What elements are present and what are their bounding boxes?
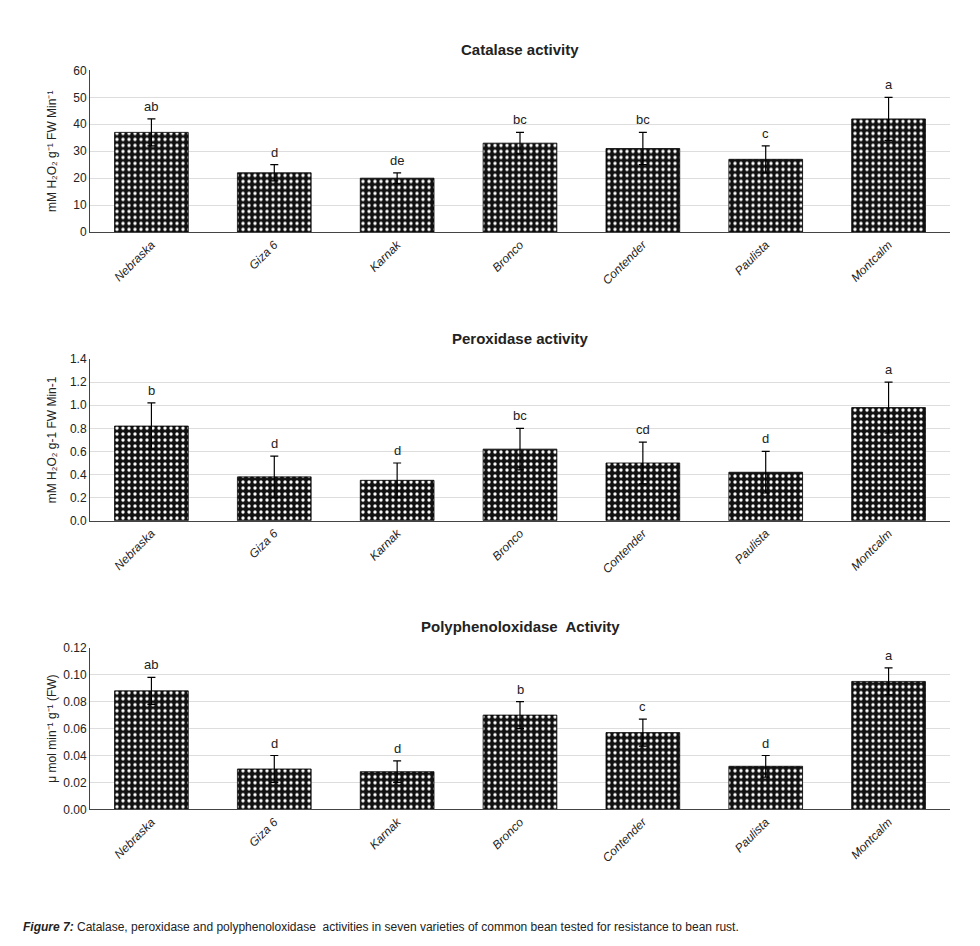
svg-text:Nebraska: Nebraska <box>112 526 158 572</box>
svg-text:a: a <box>885 362 893 377</box>
svg-text:de: de <box>390 153 404 168</box>
svg-text:1.0: 1.0 <box>70 398 87 412</box>
svg-text:30: 30 <box>73 144 87 158</box>
svg-text:40: 40 <box>73 117 87 131</box>
svg-text:Contender: Contender <box>600 237 650 287</box>
svg-text:50: 50 <box>73 91 87 105</box>
svg-text:Figure 7: Catalase, peroxidase: Figure 7: Catalase, peroxidase and polyp… <box>23 920 739 934</box>
svg-text:mM H₂O₂ g⁻¹ FW Min⁻¹: mM H₂O₂ g⁻¹ FW Min⁻¹ <box>45 91 59 212</box>
svg-text:d: d <box>271 436 278 451</box>
svg-text:Contender: Contender <box>600 526 650 576</box>
svg-text:bc: bc <box>636 112 650 127</box>
svg-text:Giza 6: Giza 6 <box>246 526 281 561</box>
svg-text:Peroxidase activity: Peroxidase activity <box>452 330 589 347</box>
svg-text:c: c <box>639 699 646 714</box>
svg-text:bc: bc <box>513 408 527 423</box>
svg-text:d: d <box>762 736 769 751</box>
svg-text:Paulista: Paulista <box>732 238 772 278</box>
svg-text:μ mol min⁻¹ g⁻¹ (FW): μ mol min⁻¹ g⁻¹ (FW) <box>45 674 59 782</box>
svg-text:Karnak: Karnak <box>367 526 404 563</box>
svg-text:ab: ab <box>144 657 158 672</box>
svg-text:1.4: 1.4 <box>70 352 87 366</box>
svg-text:Paulista: Paulista <box>732 526 772 566</box>
svg-text:0.08: 0.08 <box>63 695 87 709</box>
svg-text:a: a <box>885 77 893 92</box>
svg-text:Paulista: Paulista <box>732 815 772 855</box>
svg-text:d: d <box>762 431 769 446</box>
svg-text:0.6: 0.6 <box>70 445 87 459</box>
svg-text:b: b <box>148 383 155 398</box>
svg-text:0.0: 0.0 <box>70 514 87 528</box>
svg-text:0.8: 0.8 <box>70 422 87 436</box>
svg-text:Catalase activity: Catalase activity <box>461 41 579 58</box>
svg-text:ab: ab <box>144 99 158 114</box>
svg-text:Nebraska: Nebraska <box>112 238 158 284</box>
svg-text:b: b <box>517 682 524 697</box>
svg-text:0.12: 0.12 <box>63 641 87 655</box>
svg-text:Montcalm: Montcalm <box>848 527 895 574</box>
svg-text:d: d <box>394 741 401 756</box>
svg-text:Nebraska: Nebraska <box>112 815 158 861</box>
svg-text:Montcalm: Montcalm <box>848 815 895 862</box>
svg-text:bc: bc <box>513 112 527 127</box>
svg-text:0.00: 0.00 <box>63 803 87 817</box>
svg-text:d: d <box>271 145 278 160</box>
svg-text:20: 20 <box>73 171 87 185</box>
svg-text:Bronco: Bronco <box>490 815 527 852</box>
svg-text:10: 10 <box>73 198 87 212</box>
svg-text:1.2: 1.2 <box>70 375 87 389</box>
svg-text:a: a <box>885 648 893 663</box>
svg-text:d: d <box>271 736 278 751</box>
svg-text:0.06: 0.06 <box>63 722 87 736</box>
svg-text:Bronco: Bronco <box>490 238 527 275</box>
svg-text:d: d <box>394 443 401 458</box>
svg-text:Giza 6: Giza 6 <box>246 815 281 850</box>
svg-text:0: 0 <box>80 225 87 239</box>
svg-text:Karnak: Karnak <box>367 237 404 274</box>
svg-text:cd: cd <box>636 422 650 437</box>
svg-text:60: 60 <box>73 64 87 78</box>
svg-text:0.2: 0.2 <box>70 491 87 505</box>
svg-text:0.4: 0.4 <box>70 468 87 482</box>
svg-text:Giza 6: Giza 6 <box>246 238 281 273</box>
svg-text:c: c <box>762 126 769 141</box>
svg-text:Contender: Contender <box>600 815 650 865</box>
svg-text:Bronco: Bronco <box>490 526 527 563</box>
svg-text:Montcalm: Montcalm <box>848 238 895 285</box>
svg-text:0.02: 0.02 <box>63 776 87 790</box>
svg-text:0.10: 0.10 <box>63 668 87 682</box>
svg-text:Karnak: Karnak <box>367 815 404 852</box>
svg-text:mM H₂O₂ g-1 FW Min-1: mM H₂O₂ g-1 FW Min-1 <box>45 376 59 503</box>
svg-text:0.04: 0.04 <box>63 749 87 763</box>
svg-text:Polyphenoloxidase Activity: Polyphenoloxidase Activity <box>421 618 620 635</box>
